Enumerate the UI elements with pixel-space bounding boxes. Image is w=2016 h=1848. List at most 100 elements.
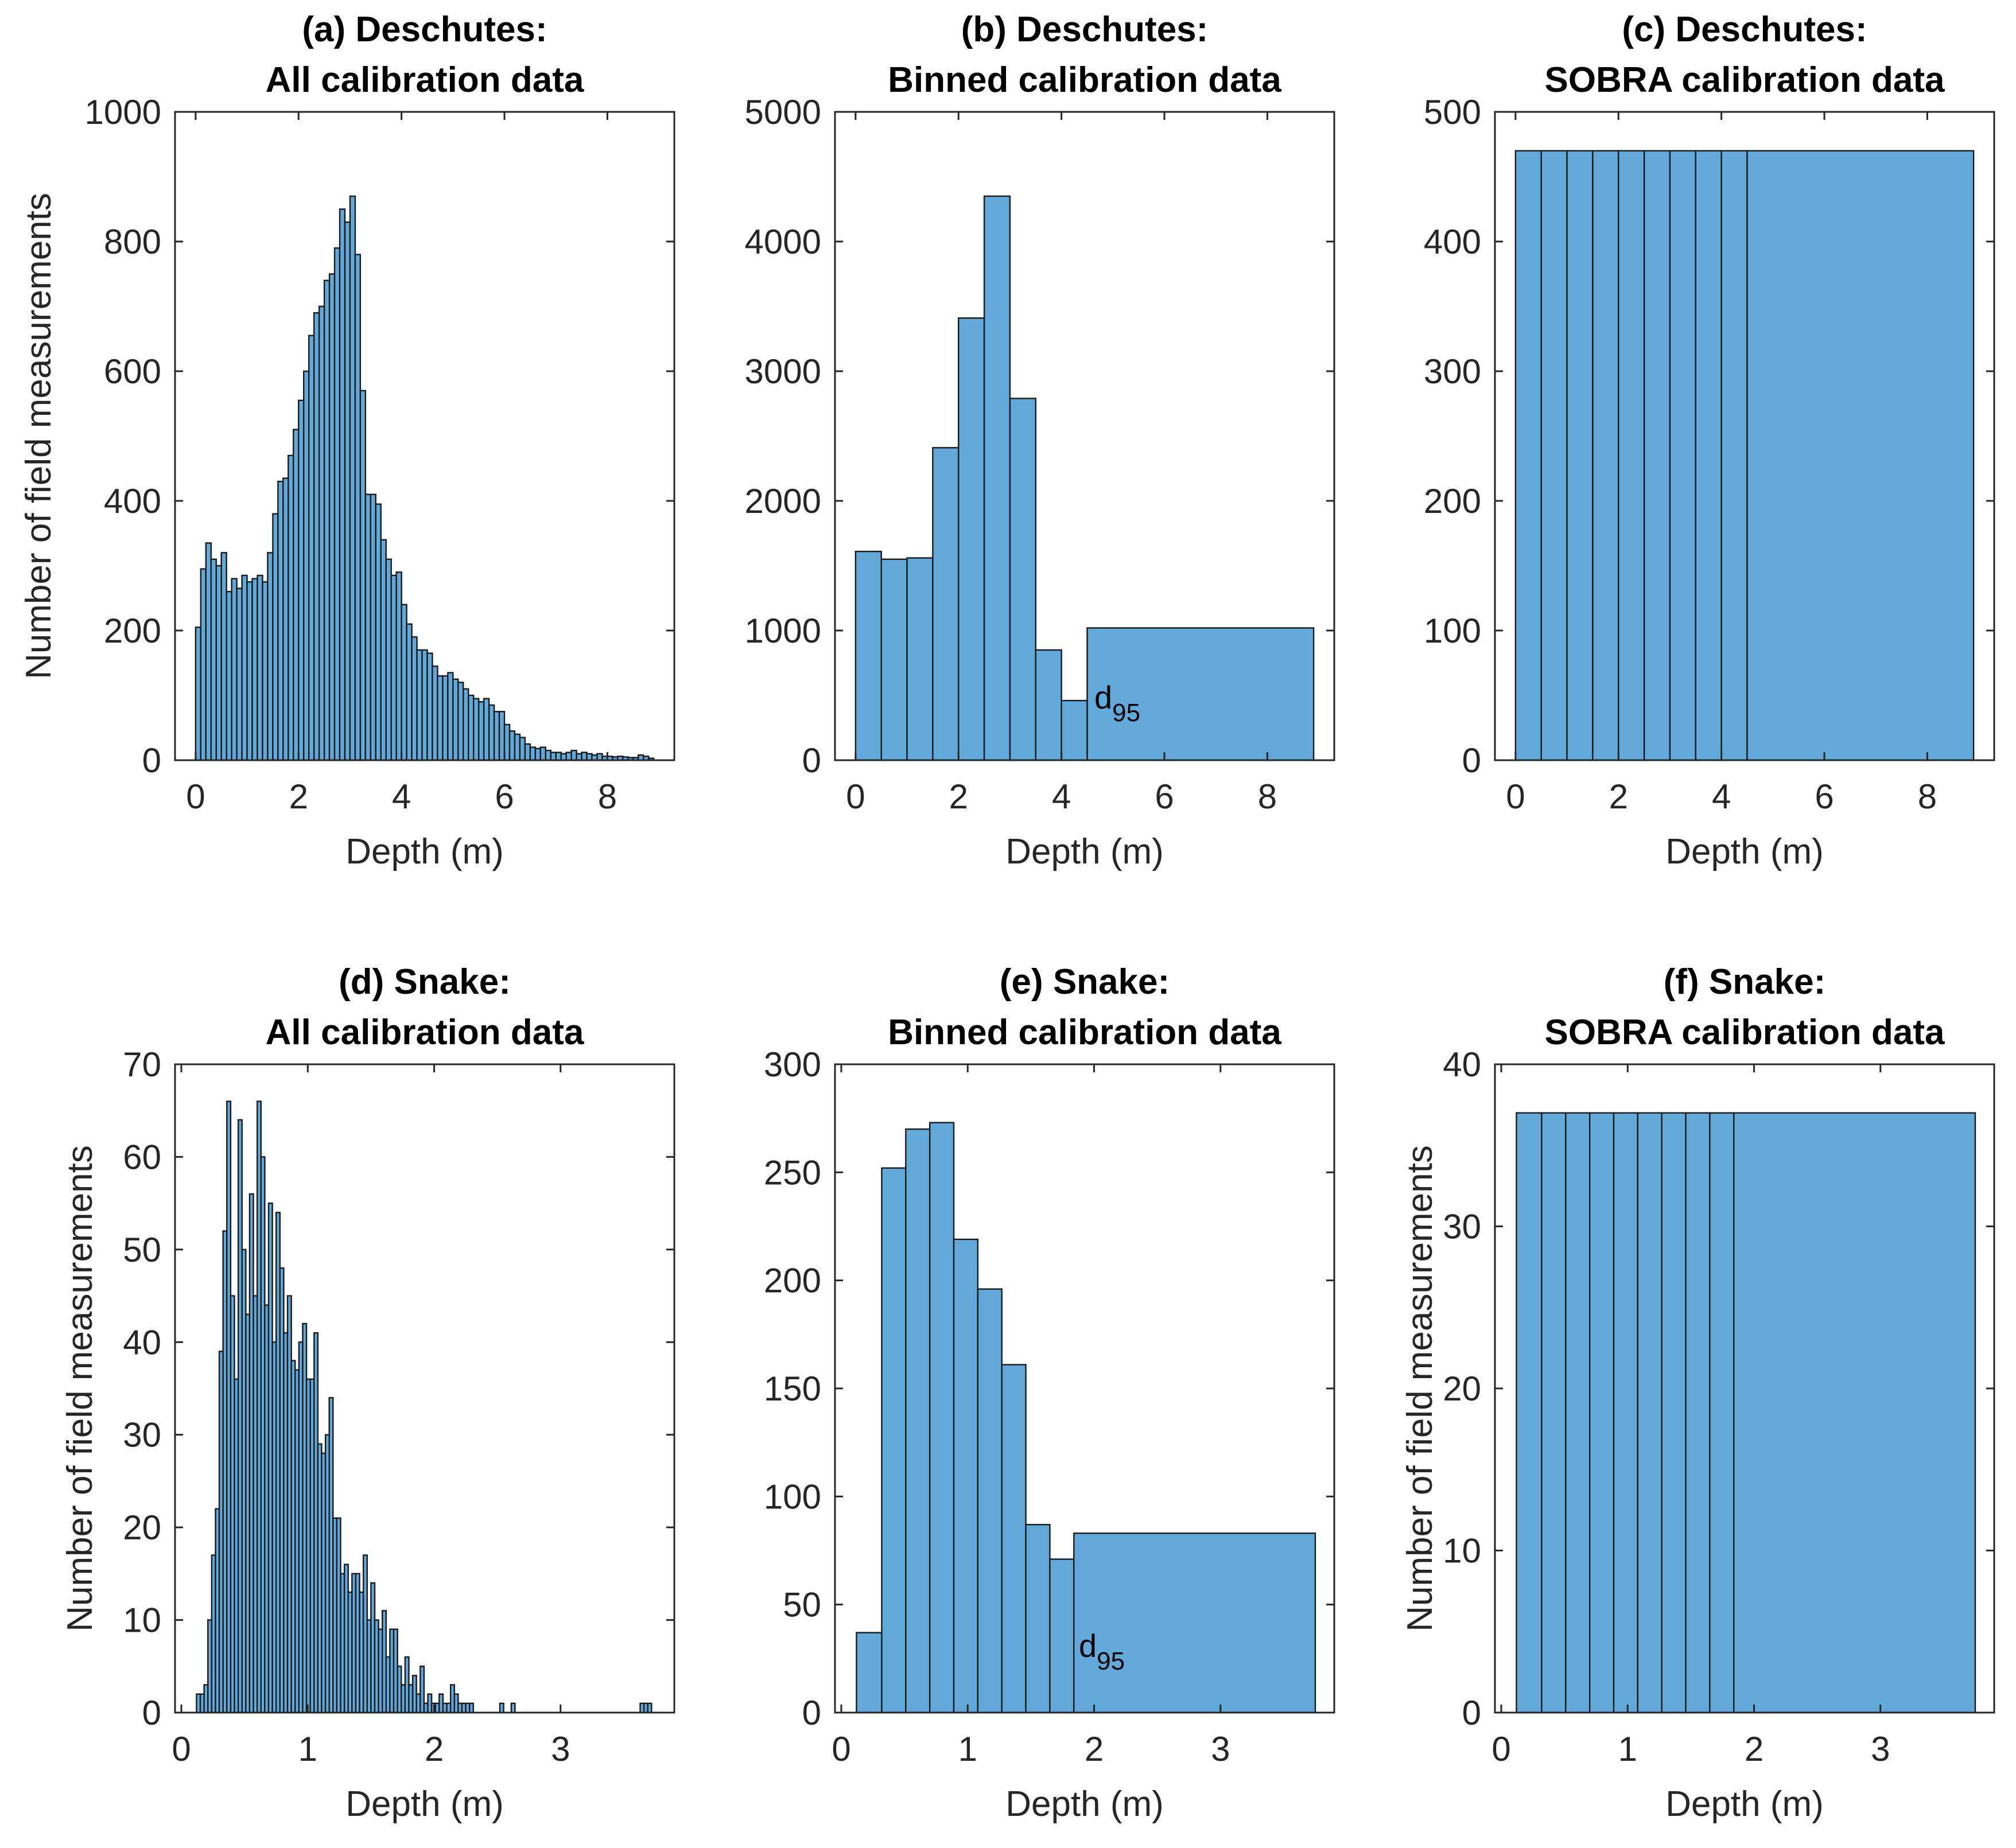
y-tick-label: 20: [1443, 1370, 1481, 1408]
panel-e: (e) Snake: Binned calibration data 0 1 2 30…: [764, 962, 1335, 1824]
panel-e-title-line1: (e) Snake:: [1000, 962, 1170, 1002]
histogram-bar: [1669, 150, 1696, 761]
histogram-bar: [570, 749, 577, 761]
histogram-bar: [293, 429, 300, 761]
histogram-bar: [416, 649, 423, 761]
histogram-bar: [539, 746, 546, 761]
histogram-bar: [493, 711, 500, 761]
x-tick-label: 1: [298, 1730, 317, 1768]
histogram-bar: [529, 746, 537, 761]
histogram-bar: [534, 748, 542, 761]
y-tick-label: 400: [104, 482, 161, 520]
panel-a-bars: [195, 195, 655, 761]
panel-b-axes-frame: [834, 111, 1335, 761]
histogram-bar: [1516, 1112, 1543, 1714]
panel-b-title-line2: Binned calibration data: [888, 60, 1281, 100]
x-tick-label: 3: [1211, 1730, 1230, 1768]
histogram-bar: [313, 312, 320, 761]
y-tick-label: 300: [1424, 352, 1481, 391]
histogram-bar: [854, 550, 882, 761]
histogram-bar: [510, 1702, 516, 1714]
histogram-bar: [1514, 150, 1542, 761]
histogram-bar: [468, 694, 475, 761]
panel-d-title-line1: (d) Snake:: [339, 962, 511, 1002]
panel-a-ylabel: Number of field measurements: [19, 193, 59, 679]
histogram-bar: [370, 493, 376, 761]
y-tick-label: 250: [764, 1153, 821, 1192]
x-tick-label: 4: [392, 777, 411, 816]
histogram-bar: [953, 1238, 979, 1714]
y-tick-label: 0: [802, 741, 821, 780]
histogram-bar: [308, 334, 315, 761]
panel-b-title-line1: (b) Deschutes:: [961, 10, 1209, 49]
histogram-bar: [262, 581, 269, 761]
histogram-bar: [215, 565, 222, 761]
y-tick-label: 1000: [745, 612, 821, 650]
histogram-bar: [241, 574, 248, 761]
histogram-bar: [1592, 150, 1619, 761]
histogram-bar: [488, 704, 495, 761]
histogram-bar: [437, 675, 444, 761]
histogram-bar: [524, 743, 531, 761]
histogram-bar: [200, 568, 207, 761]
panel-b-bars: [854, 195, 1315, 761]
histogram-bar: [231, 578, 238, 761]
x-tick-label: 2: [425, 1730, 444, 1768]
y-tick-label: 500: [1424, 93, 1481, 131]
y-tick-label: 600: [104, 352, 161, 391]
y-tick-label: 40: [1443, 1045, 1481, 1084]
panel-b: (b) Deschutes: Binned calibration data 0…: [745, 10, 1335, 872]
y-tick-label: 800: [104, 223, 161, 261]
panel-c: (c) Deschutes: SOBRA calibration data 0 2…: [1424, 10, 1995, 872]
histogram-bar: [508, 730, 516, 761]
histogram-bar: [277, 480, 284, 761]
x-tick-label: 6: [1155, 777, 1174, 816]
histogram-bar: [576, 753, 582, 761]
x-tick-label: 2: [1085, 1730, 1104, 1768]
histogram-bar: [195, 627, 202, 761]
histogram-bar: [251, 578, 258, 761]
histogram-bar: [545, 749, 551, 761]
histogram-bar: [457, 682, 464, 761]
x-tick-label: 2: [949, 777, 968, 816]
y-tick-label: 150: [764, 1370, 821, 1408]
panel-a-ticks: 0 2 4 6 8 0 200 400 600 800 1000: [85, 93, 674, 816]
x-tick-label: 2: [1745, 1730, 1763, 1768]
histogram-bar: [318, 305, 325, 761]
panel-a-title-line1: (a) Deschutes:: [302, 10, 547, 49]
y-tick-label: 0: [802, 1694, 821, 1732]
histogram-bar: [359, 390, 367, 761]
panel-f-title-line2: SOBRA calibration data: [1544, 1013, 1945, 1052]
histogram-bar: [401, 604, 407, 761]
y-tick-label: 30: [1443, 1208, 1481, 1246]
x-tick-label: 0: [1491, 1730, 1510, 1768]
x-tick-label: 2: [289, 777, 308, 816]
panel-a-axes-frame: [174, 111, 675, 761]
histogram-bar: [477, 701, 485, 761]
histogram-bar: [380, 539, 387, 761]
histogram-bar: [220, 552, 227, 761]
histogram-bar: [1566, 150, 1594, 761]
panel-a-xlabel: Depth (m): [345, 832, 504, 872]
x-tick-label: 3: [551, 1730, 570, 1768]
y-tick-label: 0: [142, 1694, 161, 1732]
y-tick-label: 70: [123, 1045, 161, 1084]
histogram-bar: [333, 247, 341, 761]
histogram-bar: [550, 752, 557, 761]
y-tick-label: 3000: [745, 352, 821, 391]
x-tick-label: 8: [598, 777, 617, 816]
histogram-bar: [354, 254, 362, 761]
y-tick-label: 0: [1462, 1694, 1481, 1732]
histogram-bar: [1001, 1364, 1027, 1714]
histogram-bar: [385, 558, 392, 761]
histogram-bar: [452, 678, 459, 761]
histogram-bar: [929, 1122, 955, 1714]
histogram-bar: [447, 672, 454, 761]
histogram-bar: [905, 1128, 931, 1714]
histogram-bar: [395, 571, 402, 761]
histogram-bar: [463, 688, 469, 761]
histogram-bar: [468, 1702, 474, 1714]
histogram-bar: [272, 513, 279, 761]
